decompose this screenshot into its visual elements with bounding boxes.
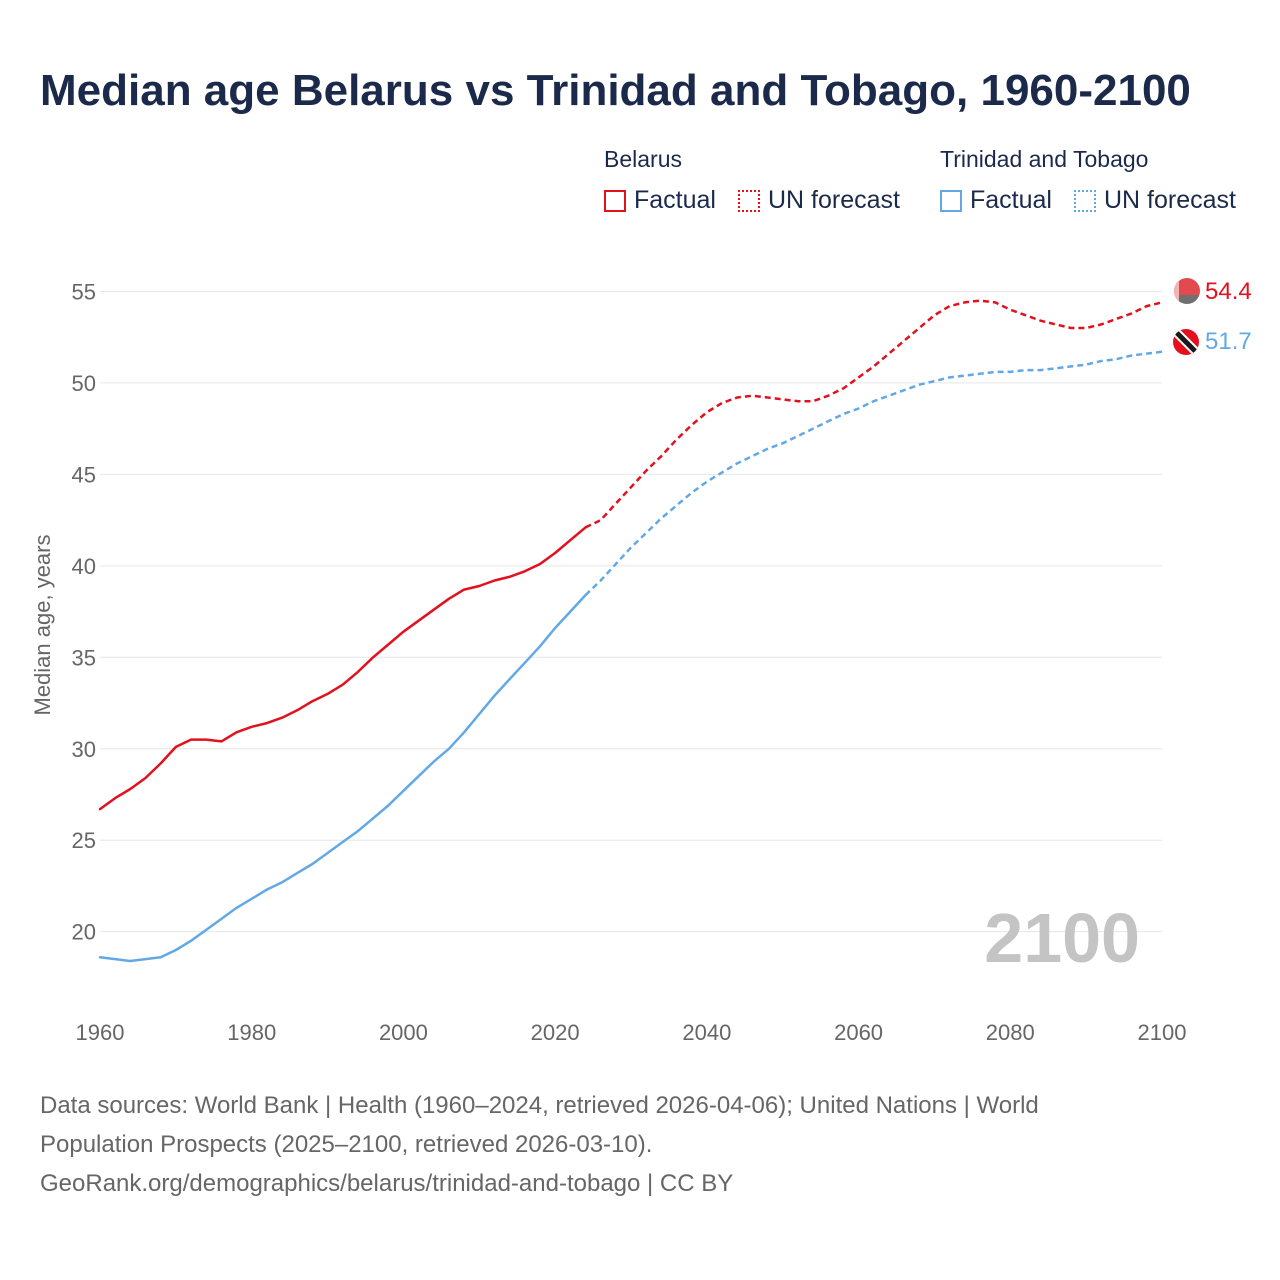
y-tick-label: 50 [72, 371, 96, 396]
x-tick-label: 2060 [834, 1020, 883, 1045]
footer-line: Data sources: World Bank | Health (1960–… [40, 1092, 1039, 1119]
y-tick-label: 40 [72, 554, 96, 579]
trinidad-and-tobago-flag [1173, 329, 1199, 355]
x-tick-label: 2000 [379, 1020, 428, 1045]
belarus-flag [1174, 278, 1200, 304]
x-tick-label: 1980 [227, 1020, 276, 1045]
legend-label: UN forecast [768, 186, 900, 214]
footer-line: Population Prospects (2025–2100, retriev… [40, 1131, 653, 1158]
trinidad-end-label: 51.7 [1205, 328, 1252, 355]
x-tick-label: 1960 [76, 1020, 125, 1045]
y-tick-label: 35 [72, 645, 96, 670]
solid-swatch-icon [604, 189, 626, 212]
belarus-forecast-line[interactable] [584, 299, 1163, 529]
year-watermark: 2100 [984, 899, 1140, 977]
x-tick-label: 2040 [682, 1020, 731, 1045]
x-tick-label: 2100 [1138, 1020, 1187, 1045]
legend-title-belarus: Belarus [604, 146, 682, 172]
x-tick-label: 2020 [531, 1020, 580, 1045]
y-tick-label: 30 [72, 737, 96, 762]
line-chart: 20 25 30 35 40 45 50 55 1960 1980 2000 2020 2040 2060… [30, 278, 1252, 1045]
footer-sources: Data sources: World Bank | Health (1960–… [40, 1086, 1240, 1203]
chart-title: Median age Belarus vs Trinidad and Tobag… [40, 66, 1191, 115]
solid-swatch-icon [940, 189, 962, 212]
dotted-swatch-icon [738, 189, 760, 212]
legend-trinidad-forecast[interactable]: UN forecast [1074, 186, 1236, 215]
legend-label: Factual [970, 186, 1052, 214]
legend-belarus-factual[interactable]: Factual [604, 186, 716, 215]
legend-trinidad-factual[interactable]: Factual [940, 186, 1052, 215]
trinidad-factual-line[interactable] [98, 593, 587, 963]
footer-link[interactable]: GeoRank.org/demographics/belarus/trinida… [40, 1170, 734, 1197]
trinidad-forecast-line[interactable] [584, 350, 1163, 597]
legend-label: UN forecast [1104, 186, 1236, 214]
y-tick-label: 55 [72, 279, 96, 304]
legend-label: Factual [634, 186, 716, 214]
belarus-factual-line[interactable] [98, 526, 587, 811]
y-tick-label: 45 [72, 462, 96, 487]
belarus-end-label: 54.4 [1205, 278, 1252, 305]
dotted-swatch-icon [1074, 189, 1096, 212]
legend-title-trinidad-and-tobago: Trinidad and Tobago [940, 146, 1149, 172]
y-tick-label: 25 [72, 828, 96, 853]
x-tick-label: 2080 [986, 1020, 1035, 1045]
y-tick-label: 20 [72, 920, 96, 945]
y-axis-title: Median age, years [30, 535, 55, 716]
legend-belarus-forecast[interactable]: UN forecast [738, 186, 900, 215]
